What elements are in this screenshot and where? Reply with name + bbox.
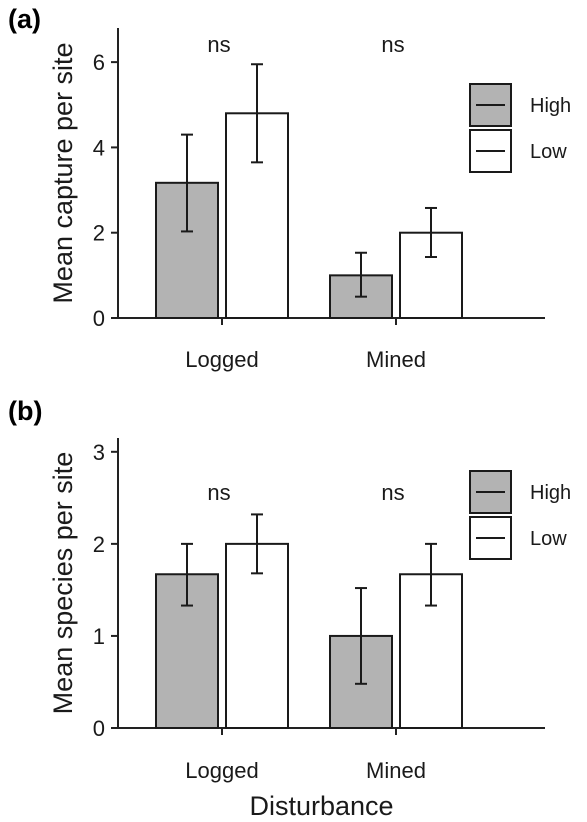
legend-label-low: Low <box>530 528 567 550</box>
legend: High Low <box>469 83 571 173</box>
y-tick-label: 0 <box>93 716 105 741</box>
y-tick-label: 4 <box>93 135 105 160</box>
y-tick-label: 2 <box>93 532 105 557</box>
x-tick-label: Mined <box>366 758 426 783</box>
y-axis-title: Mean species per site <box>48 452 78 715</box>
significance-annotation: ns <box>207 32 230 57</box>
significance-annotation: ns <box>381 480 404 505</box>
x-tick-label: Logged <box>185 347 258 372</box>
x-tick-label: Mined <box>366 347 426 372</box>
y-axis-title: Mean capture per site <box>48 42 78 303</box>
x-axis-title: Disturbance <box>249 791 393 821</box>
legend-label-low: Low <box>530 141 567 163</box>
legend-label-high: High <box>530 95 571 117</box>
x-tick-label: Logged <box>185 758 258 783</box>
significance-annotation: ns <box>207 480 230 505</box>
y-tick-label: 0 <box>93 306 105 331</box>
y-tick-label: 2 <box>93 221 105 246</box>
legend-label-high: High <box>530 482 571 504</box>
legend: High Low <box>469 470 571 560</box>
chart-panel-a: (a) 0 2 4 6 Mean capture per site Logged Mined n… <box>8 4 571 372</box>
y-tick-label: 3 <box>93 440 105 465</box>
panel-label: (a) <box>8 4 41 34</box>
significance-annotation: ns <box>381 32 404 57</box>
panel-label: (b) <box>8 396 42 426</box>
y-tick-label: 6 <box>93 50 105 75</box>
chart-panel-b: (b) 0 1 2 3 Mean species per site Logged Mined D… <box>8 396 571 821</box>
y-tick-label: 1 <box>93 624 105 649</box>
